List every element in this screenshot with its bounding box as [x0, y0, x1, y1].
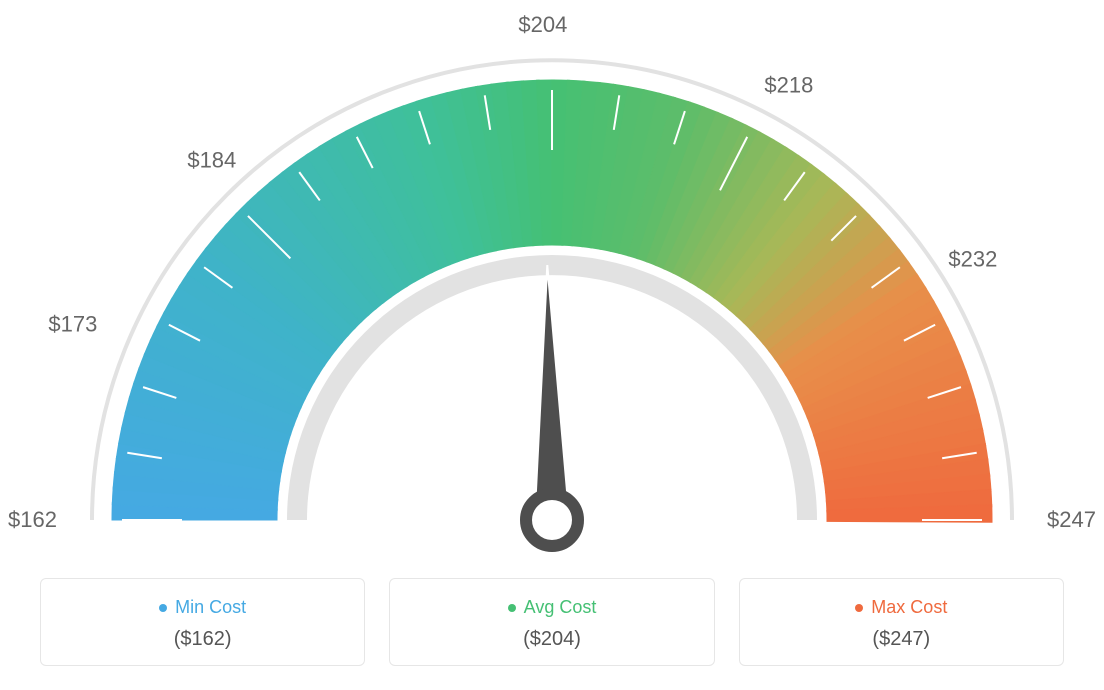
- dot-icon: [508, 604, 516, 612]
- legend-label: Avg Cost: [524, 597, 597, 618]
- legend-value-max: ($247): [750, 628, 1053, 651]
- legend-value-min: ($162): [51, 628, 354, 651]
- legend-card-avg: Avg Cost ($204): [389, 578, 714, 666]
- gauge-needle: [534, 265, 569, 523]
- dot-icon: [855, 604, 863, 612]
- legend-card-min: Min Cost ($162): [40, 578, 365, 666]
- dot-icon: [159, 604, 167, 612]
- legend-title-min: Min Cost: [159, 597, 246, 618]
- legend-card-max: Max Cost ($247): [739, 578, 1064, 666]
- legend-label: Max Cost: [871, 597, 947, 618]
- legend-title-avg: Avg Cost: [508, 597, 597, 618]
- gauge-tick-label: $173: [48, 311, 97, 336]
- gauge-tick-label: $247: [1047, 507, 1096, 532]
- gauge-hub: [526, 494, 578, 546]
- gauge-tick-label: $232: [948, 246, 997, 271]
- cost-gauge: $162 $173 $184 $204 $218 $232 $247: [0, 0, 1104, 570]
- legend-label: Min Cost: [175, 597, 246, 618]
- gauge-tick-label: $184: [187, 147, 236, 172]
- gauge-tick-label: $162: [8, 507, 57, 532]
- legend-value-avg: ($204): [400, 628, 703, 651]
- legend-title-max: Max Cost: [855, 597, 947, 618]
- gauge-svg: $162 $173 $184 $204 $218 $232 $247: [0, 0, 1104, 570]
- legend-row: Min Cost ($162) Avg Cost ($204) Max Cost…: [40, 578, 1064, 666]
- gauge-tick-label: $204: [518, 12, 567, 37]
- gauge-tick-label: $218: [764, 72, 813, 97]
